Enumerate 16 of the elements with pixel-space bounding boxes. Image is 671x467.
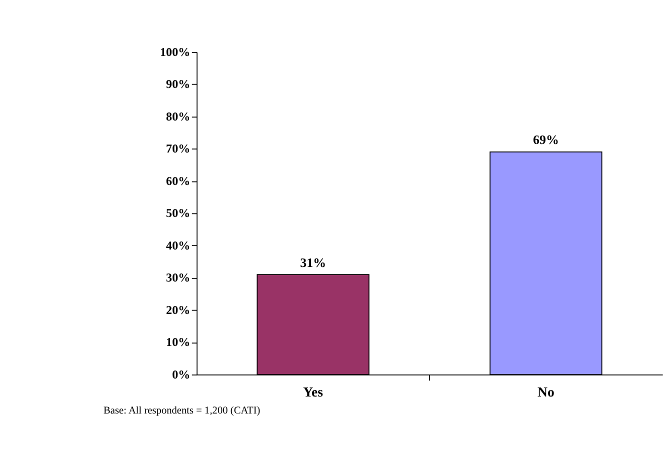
y-tick-label: 40% xyxy=(166,238,190,252)
y-tick-label: 70% xyxy=(166,142,190,156)
y-tick-label: 80% xyxy=(166,109,190,124)
text: Base: All respondents = 1,200 (CATI) xyxy=(103,405,260,416)
y-tick-label: 60% xyxy=(166,174,190,188)
x-tick-label: Yes xyxy=(303,384,324,400)
y-tick-label: 50% xyxy=(166,206,190,220)
y-tick-label: 0% xyxy=(172,367,190,382)
y-tick-label: 30% xyxy=(166,270,190,285)
data-label: 69% xyxy=(533,132,559,148)
y-tick-label: 10% xyxy=(166,335,190,350)
y-tick-label: 90% xyxy=(166,77,190,92)
y-tick-label: 100% xyxy=(160,44,190,59)
y-tick-label: 20% xyxy=(166,302,190,317)
x-tick-label: No xyxy=(538,384,554,400)
data-label: 31% xyxy=(300,254,326,270)
